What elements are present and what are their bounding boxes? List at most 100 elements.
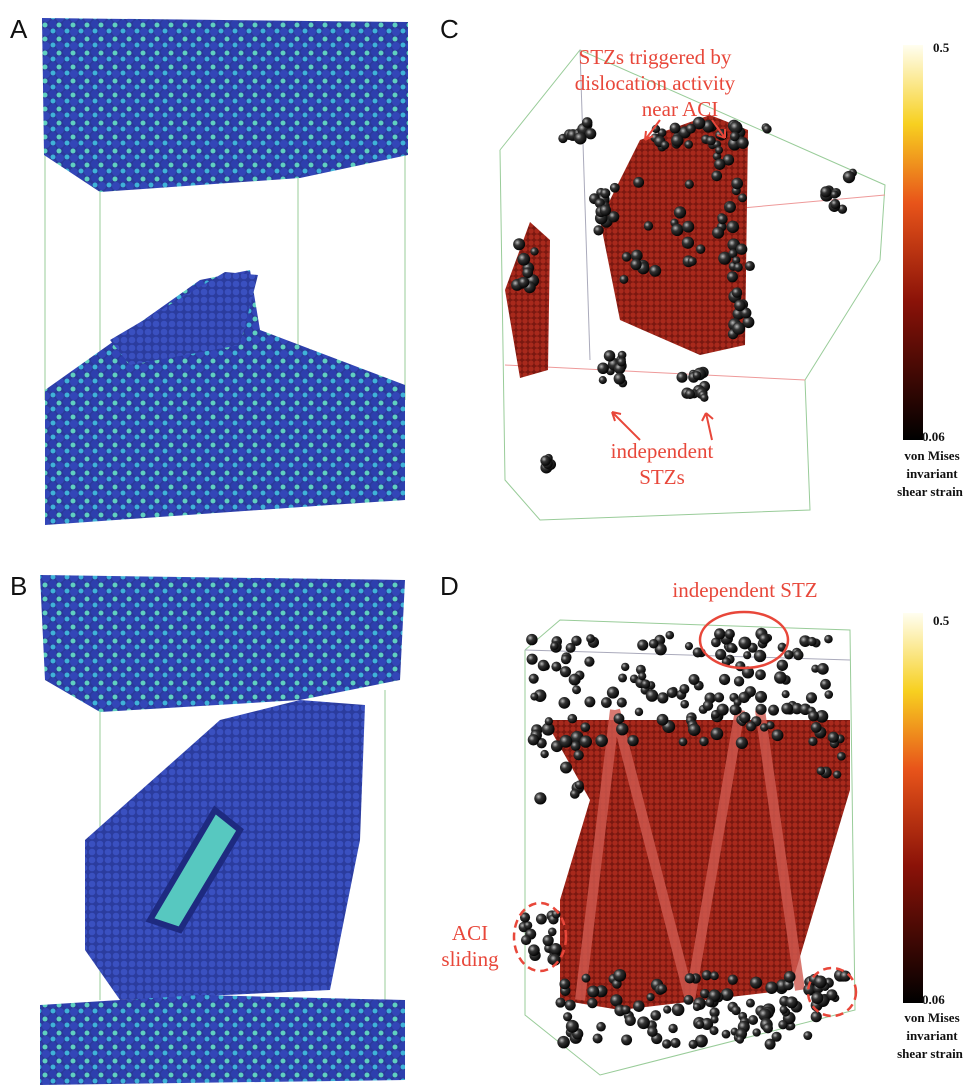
atom — [551, 662, 561, 672]
atom — [837, 752, 846, 761]
atom — [600, 188, 610, 198]
figure: A B STZs triggered by dislocation activi… — [0, 0, 972, 1089]
atom — [699, 737, 708, 746]
atom — [693, 371, 702, 380]
atom — [755, 691, 767, 703]
atom — [570, 789, 580, 799]
atom — [736, 1036, 744, 1044]
atom — [734, 300, 746, 312]
atom — [582, 117, 593, 128]
atom — [685, 180, 694, 189]
atom — [811, 1011, 822, 1022]
atom — [619, 275, 628, 284]
atom — [754, 650, 766, 662]
atom — [710, 1026, 719, 1035]
atom — [657, 692, 668, 703]
panel-d: independent STZ ACI sliding 0.5 0.06 von… — [440, 571, 964, 1075]
atom — [696, 1020, 704, 1028]
atom — [803, 1031, 812, 1040]
atom — [573, 750, 583, 760]
colorbar-max: 0.5 — [933, 613, 950, 628]
colorbar-min: 0.06 — [922, 429, 945, 444]
atom — [635, 708, 643, 716]
atom — [700, 394, 708, 402]
atom — [600, 205, 611, 216]
atom — [734, 676, 744, 686]
atom — [745, 261, 755, 271]
atom — [569, 674, 581, 686]
atom — [649, 639, 659, 649]
annotation: sliding — [441, 947, 499, 971]
atom — [595, 734, 608, 747]
atom — [808, 737, 817, 746]
atom — [586, 634, 595, 643]
atom — [727, 643, 737, 653]
atom — [743, 651, 751, 659]
atom — [727, 271, 738, 282]
atom — [685, 389, 695, 399]
atom — [682, 221, 694, 233]
colorbar-label: invariant — [906, 1028, 958, 1043]
atom — [711, 727, 724, 740]
annotation: STZs triggered by — [579, 45, 732, 69]
atom — [728, 975, 738, 985]
atom — [580, 722, 590, 732]
atom — [685, 973, 695, 983]
atom — [617, 698, 627, 708]
atom — [610, 183, 620, 193]
atom — [593, 1033, 603, 1043]
atom — [641, 679, 650, 688]
bottom-slab — [40, 995, 405, 1085]
atom — [668, 1024, 677, 1033]
atom — [555, 998, 565, 1008]
atom — [540, 455, 550, 465]
atom — [528, 734, 539, 745]
atom — [550, 642, 558, 650]
atom — [714, 159, 725, 170]
atom — [750, 977, 762, 989]
atom — [561, 654, 571, 664]
atom — [560, 761, 572, 773]
atom — [538, 660, 549, 671]
atom — [572, 685, 581, 694]
atom — [833, 771, 841, 779]
atom — [527, 654, 538, 665]
atom — [599, 376, 607, 384]
atom — [700, 989, 710, 999]
aci-region — [505, 222, 550, 378]
atom — [518, 277, 529, 288]
atom — [618, 673, 627, 682]
atom — [718, 214, 728, 224]
atom — [685, 642, 693, 650]
atom — [820, 186, 831, 197]
atom — [621, 1034, 632, 1045]
atom — [647, 993, 655, 1001]
atom — [557, 1036, 570, 1049]
atom — [738, 193, 747, 202]
colorbar-label: von Mises — [904, 1010, 959, 1025]
atom — [593, 225, 603, 235]
atom — [627, 735, 638, 746]
annotation: near ACI — [642, 97, 718, 121]
atom — [530, 693, 538, 701]
atom — [684, 995, 694, 1005]
atom — [763, 125, 772, 134]
atom — [782, 690, 790, 698]
panel-label: A — [10, 14, 28, 44]
atom — [528, 944, 540, 956]
atom — [596, 1022, 606, 1032]
atom — [784, 971, 796, 983]
atom — [719, 674, 730, 685]
atom — [780, 1006, 788, 1014]
atom — [647, 1026, 658, 1037]
atom — [622, 252, 632, 262]
atom — [711, 171, 722, 182]
atom — [543, 935, 554, 946]
panel-label: B — [10, 571, 27, 601]
atom — [811, 992, 823, 1004]
atom — [828, 732, 839, 743]
atom — [759, 633, 770, 644]
atom — [725, 629, 735, 639]
atom — [548, 928, 557, 937]
atom — [582, 974, 591, 983]
